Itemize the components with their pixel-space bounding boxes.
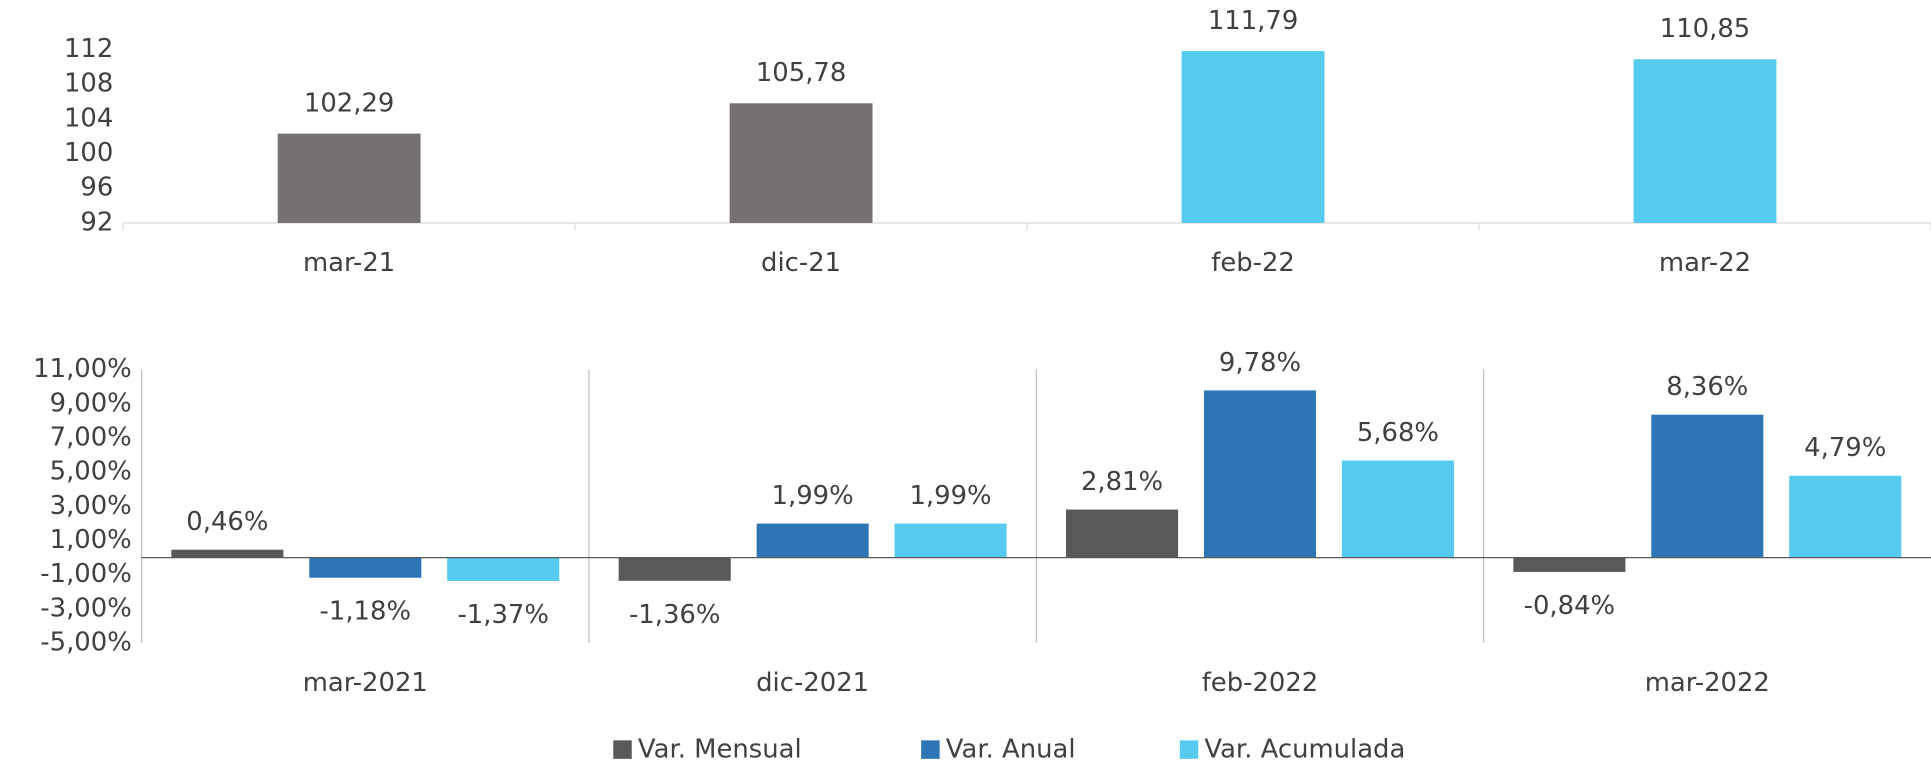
y-tick-label: 100	[64, 138, 113, 168]
value-label: -0,84%	[1524, 591, 1615, 621]
legend-label: Var. Acumulada	[1204, 735, 1405, 765]
value-label: -1,36%	[629, 600, 720, 630]
bar	[277, 133, 421, 223]
y-tick-label: 3,00%	[50, 491, 132, 521]
value-label: 1,99%	[909, 481, 991, 511]
y-tick-label: -5,00%	[40, 628, 131, 658]
y-tick-label: 104	[64, 103, 113, 133]
value-label: -1,18%	[320, 597, 411, 627]
value-label: 105,78	[756, 58, 846, 88]
bar	[1341, 460, 1454, 558]
value-label: 9,78%	[1219, 348, 1301, 378]
value-label: 5,68%	[1357, 418, 1439, 448]
y-tick-label: 108	[64, 69, 113, 99]
x-tick-label: mar-2021	[303, 668, 428, 698]
legend-swatch	[921, 740, 940, 759]
legend-label: Var. Anual	[946, 735, 1076, 765]
y-tick-label: 1,00%	[50, 525, 132, 555]
y-tick-label: 9,00%	[50, 388, 132, 418]
value-label: -1,37%	[457, 600, 548, 630]
bar	[618, 557, 731, 581]
bar	[447, 557, 560, 581]
y-tick-label: -1,00%	[40, 559, 131, 589]
value-label: 1,99%	[772, 481, 854, 511]
y-tick-label: 92	[80, 207, 113, 237]
bar	[1633, 59, 1777, 223]
y-tick-label: 96	[80, 173, 113, 203]
value-label: 110,85	[1660, 14, 1750, 44]
legend-swatch	[1179, 740, 1199, 759]
bar	[729, 103, 873, 223]
bar	[756, 523, 869, 558]
bar	[1181, 51, 1325, 223]
y-tick-label: 5,00%	[50, 457, 132, 487]
x-tick-label: mar-21	[303, 248, 395, 278]
x-tick-label: mar-2022	[1645, 668, 1770, 698]
x-tick-label: dic-2021	[756, 668, 869, 698]
y-tick-label: 112	[64, 34, 113, 64]
bar	[1066, 509, 1179, 558]
bar	[1651, 414, 1764, 558]
bar	[894, 523, 1007, 558]
x-tick-label: dic-21	[761, 248, 841, 278]
value-label: 111,79	[1208, 6, 1298, 36]
bar	[171, 549, 284, 558]
x-tick-label: feb-2022	[1202, 668, 1319, 698]
y-tick-label: 7,00%	[50, 422, 132, 452]
x-tick-label: mar-22	[1659, 248, 1751, 278]
value-label: 4,79%	[1804, 433, 1886, 463]
x-tick-label: feb-22	[1211, 248, 1295, 278]
legend-swatch	[613, 740, 632, 759]
value-label: 0,46%	[186, 507, 268, 537]
legend-label: Var. Mensual	[638, 735, 802, 765]
bar	[309, 557, 422, 578]
value-label: 102,29	[304, 89, 394, 119]
value-label: 8,36%	[1666, 372, 1748, 402]
bar	[1513, 557, 1626, 572]
y-tick-label: 11,00%	[33, 354, 132, 384]
bar	[1789, 475, 1902, 558]
value-label: 2,81%	[1081, 467, 1163, 497]
y-tick-label: -3,00%	[40, 593, 131, 623]
bar	[1203, 390, 1317, 558]
